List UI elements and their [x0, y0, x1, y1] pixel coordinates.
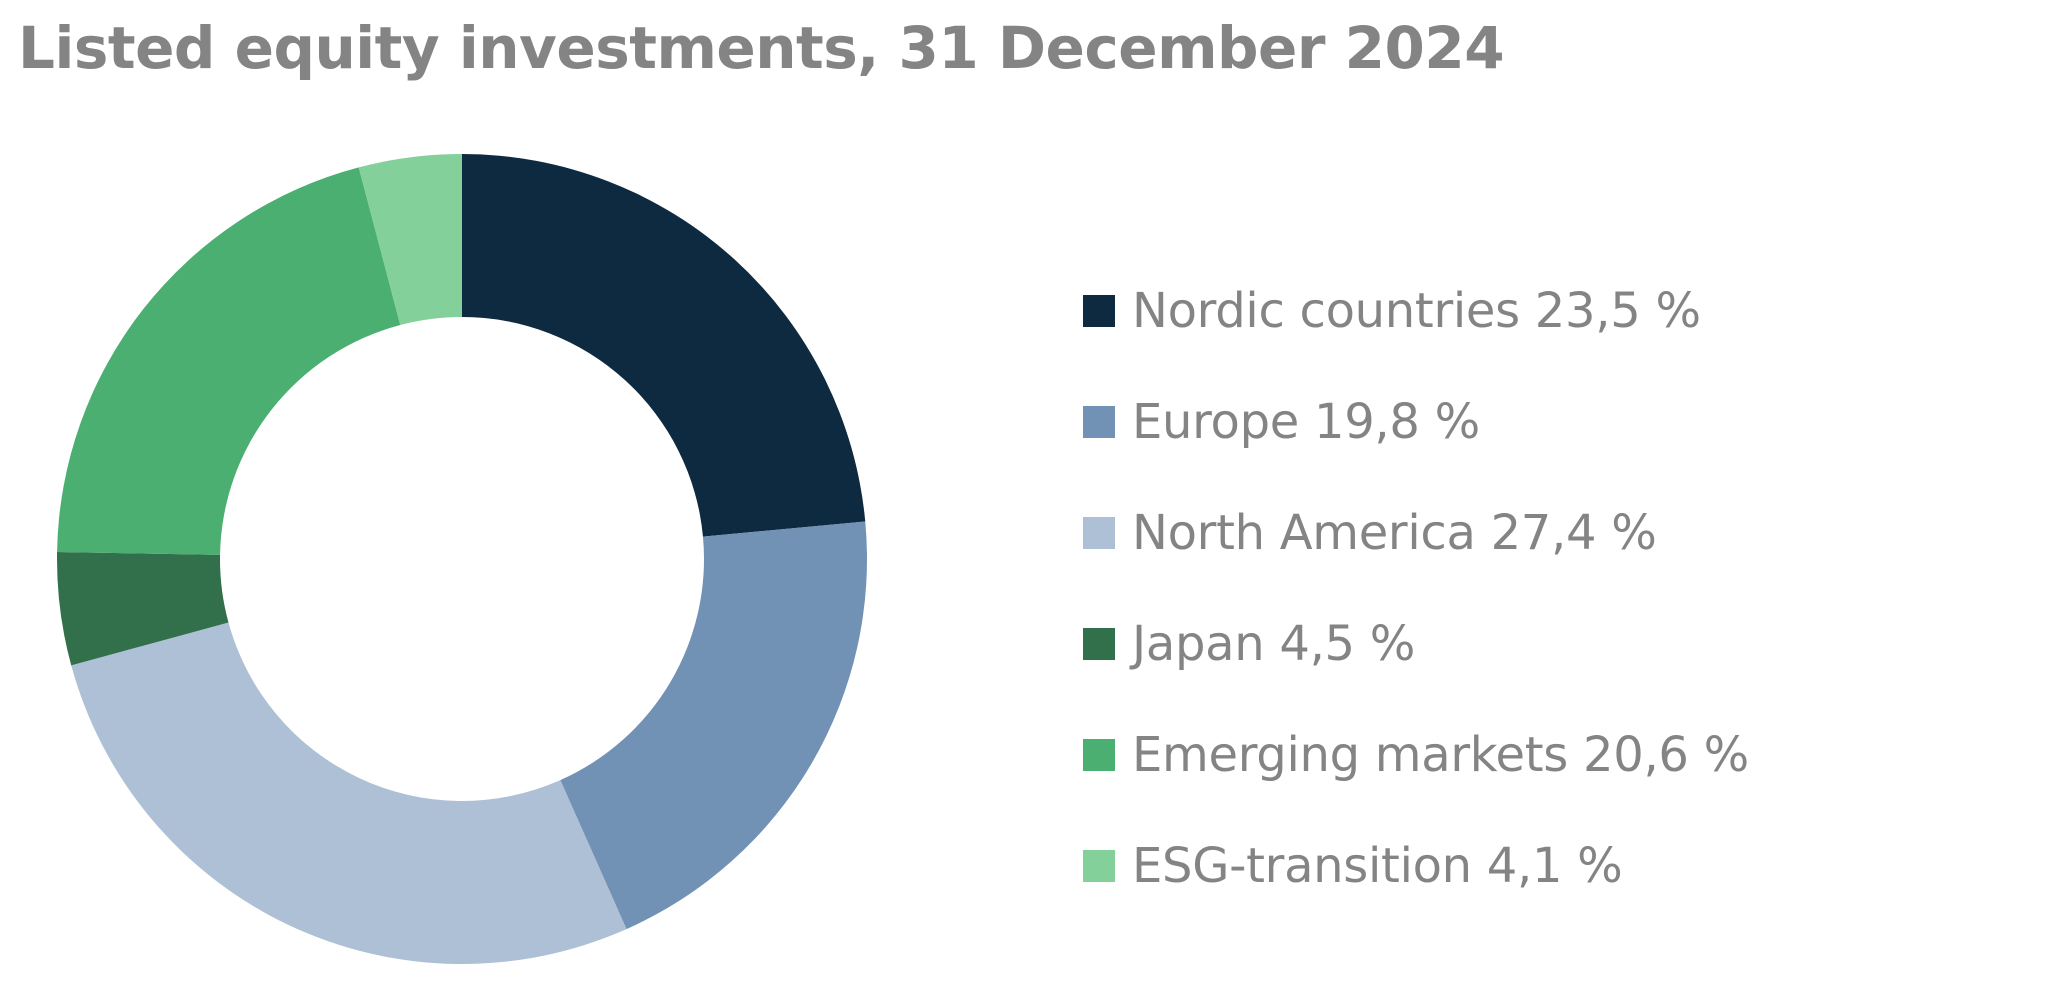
legend-swatch — [1083, 294, 1115, 327]
slice-emerging-markets — [57, 167, 401, 555]
legend-swatch — [1083, 405, 1115, 438]
legend-swatch — [1083, 849, 1115, 882]
legend-item-nordic-countries: Nordic countries 23,5 % — [1083, 255, 1749, 366]
chart-title: Listed equity investments, 31 December 2… — [18, 14, 1505, 82]
slice-north-america — [71, 622, 627, 964]
legend-label: Europe 19,8 % — [1132, 393, 1480, 450]
chart-legend: Nordic countries 23,5 % Europe 19,8 % Nort… — [1083, 255, 1749, 921]
legend-swatch — [1083, 516, 1115, 549]
legend-label: Nordic countries 23,5 % — [1132, 282, 1701, 339]
legend-item-europe: Europe 19,8 % — [1083, 366, 1749, 477]
legend-swatch — [1083, 627, 1115, 660]
legend-item-emerging-markets: Emerging markets 20,6 % — [1083, 699, 1749, 810]
legend-label: Emerging markets 20,6 % — [1132, 726, 1749, 783]
slice-europe — [560, 521, 867, 930]
legend-item-japan: Japan 4,5 % — [1083, 588, 1749, 699]
legend-item-north-america: North America 27,4 % — [1083, 477, 1749, 588]
legend-label: North America 27,4 % — [1132, 504, 1657, 561]
donut-chart — [57, 154, 867, 964]
legend-label: ESG-transition 4,1 % — [1132, 837, 1623, 894]
slice-nordic-countries — [462, 154, 866, 537]
slice-esg-transition — [358, 154, 462, 326]
legend-label: Japan 4,5 % — [1132, 615, 1416, 672]
slice-japan — [57, 551, 229, 666]
legend-item-esg-transition: ESG-transition 4,1 % — [1083, 810, 1749, 921]
legend-swatch — [1083, 738, 1115, 771]
